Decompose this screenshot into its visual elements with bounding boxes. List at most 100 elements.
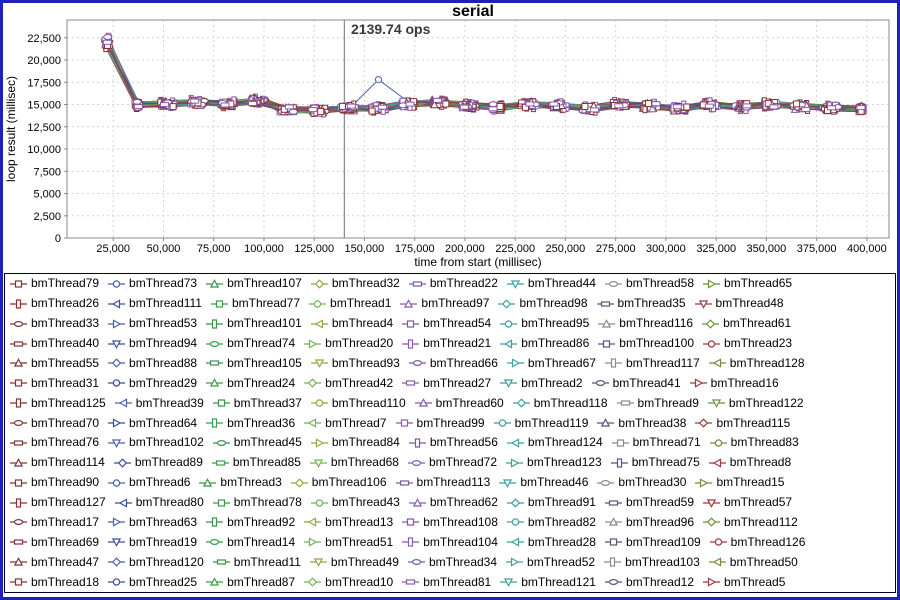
legend-item: bmThread113 [395,473,490,492]
legend-item-label: bmThread20 [325,336,394,351]
series-marker [13,440,24,446]
legend-marker-icon [310,498,328,507]
legend-item-label: bmThread3 [220,475,282,490]
series-marker [700,478,709,488]
legend-item: bmThread87 [206,573,295,592]
legend-item: bmThread106 [290,473,387,492]
legend-marker-icon [604,280,622,287]
legend-item-label: bmThread126 [730,534,806,549]
legend-item: bmThread67 [506,354,596,373]
legend-item-label: bmThread25 [129,574,198,589]
series-marker [14,578,23,586]
legend-item: bmThread34 [407,553,497,572]
series-marker [288,108,298,115]
legend-item-label: bmThread45 [233,435,302,450]
legend-item-label: bmThread70 [31,415,100,430]
legend-row: bmThread114 bmThread89 bmThread85 bmThread6… [5,453,895,472]
legend-item: bmThread50 [708,553,798,572]
series-marker [498,419,506,427]
x-tick-label: 350,000 [747,243,787,255]
legend-marker-icon [304,577,322,587]
legend-item: bmThread7 [304,414,387,433]
legend-item-label: bmThread111 [129,296,202,311]
legend-marker-icon [10,557,27,566]
legend-item: bmThread75 [610,453,700,472]
legend-item-label: bmThread26 [31,296,100,311]
series-marker [511,358,521,369]
series-marker [694,378,704,388]
legend-item: bmThread100 [598,334,694,353]
legend-marker-icon [689,378,707,388]
series-marker [510,497,521,508]
legend-item: bmThread96 [604,513,694,532]
legend-marker-icon [206,319,224,329]
legend-item: bmThread40 [10,334,99,353]
legend-item: bmThread89 [113,453,203,472]
legend-item: bmThread120 [108,553,204,572]
legend-item-label: bmThread65 [724,276,793,291]
legend-item: bmThread98 [498,294,588,313]
series-marker [315,498,324,507]
legend-item: bmThread15 [695,473,784,492]
legend-item: bmThread111 [108,294,202,313]
legend-item: bmThread62 [408,493,498,512]
series-marker [211,517,218,528]
legend-marker-icon [703,279,720,289]
legend-marker-icon [108,478,126,487]
series-marker [111,339,122,349]
legend-item-label: bmThread16 [710,375,779,390]
legend-item: bmThread8 [708,453,791,472]
legend-item-label: bmThread116 [619,316,694,331]
legend-marker-icon [108,418,126,428]
series-marker [13,557,24,566]
legend-marker-icon [10,299,27,309]
series-marker [13,539,24,545]
series-marker [407,320,415,328]
x-tick-label: 225,000 [495,243,535,255]
legend-item: bmThread20 [304,334,393,353]
series-marker [412,281,422,287]
legend-item-label: bmThread21 [423,336,492,351]
legend-item: bmThread5 [703,573,785,592]
serial-line-chart: 25,000 50,000 75,000 100,000 125,000 150,000 1… [4,3,890,269]
series-marker [307,517,317,528]
legend-item: bmThread9 [616,394,699,413]
legend-item: bmThread22 [408,274,498,293]
legend-marker-icon [395,480,413,486]
legend-marker-icon [500,338,518,349]
series-marker [13,320,24,327]
x-tick-label: 275,000 [596,243,636,255]
legend-marker-icon [408,281,426,287]
legend-item: bmThread93 [310,354,400,373]
legend-marker-icon [310,359,328,369]
series-marker [707,577,717,587]
series-marker [248,101,257,106]
legend-item-label: bmThread39 [135,395,204,410]
legend-marker-icon [703,498,720,508]
series-marker [699,418,709,428]
legend-marker-icon [493,419,511,427]
legend-item: bmThread66 [408,354,498,373]
legend-item: bmThread74 [206,334,295,353]
legend-row: bmThread18 bmThread25 bmThread87 bmThread10… [5,573,895,592]
x-tick-label: 175,000 [395,243,435,255]
chart-canvas[interactable]: 25,000 50,000 75,000 100,000 125,000 150,000 1… [3,3,897,273]
legend-marker-icon [703,517,720,528]
series-marker [209,539,220,546]
legend-item: bmThread91 [506,493,596,512]
legend-marker-icon [10,320,27,327]
legend-marker-icon [10,457,27,467]
legend-item-label: bmThread110 [331,395,406,410]
legend-item: bmThread33 [10,314,99,333]
legend-marker-icon [309,459,327,468]
legend-item: bmThread86 [500,334,589,353]
legend-item-label: bmThread75 [631,455,700,470]
legend-item-label: bmThread121 [521,574,596,589]
legend-item: bmThread77 [210,294,300,313]
legend-item-label: bmThread87 [227,574,296,589]
series-marker [488,106,498,112]
legend-item: bmThread128 [708,354,805,373]
legend-item: bmThread30 [597,473,686,492]
legend-item-label: bmThread82 [527,514,596,529]
legend-item: bmThread55 [10,354,99,373]
